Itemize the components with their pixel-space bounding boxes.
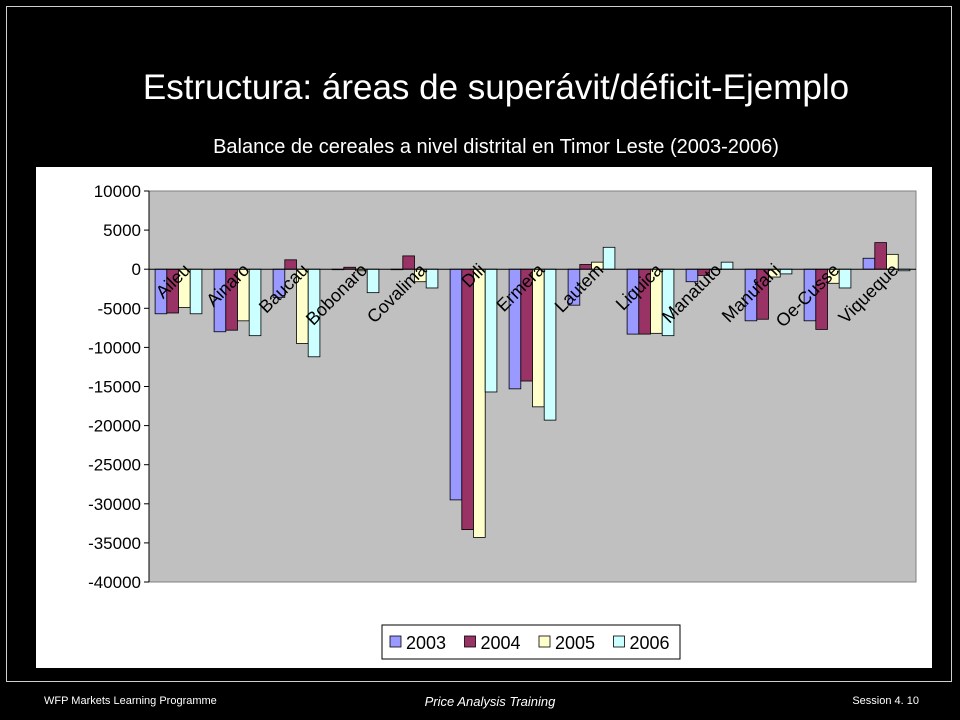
- y-tick-label: -25000: [88, 456, 141, 475]
- bar-dili-2006: [484, 268, 498, 393]
- legend-swatch-2004: [464, 635, 476, 648]
- y-tick-label: 5000: [103, 221, 141, 240]
- y-tick-label: -40000: [88, 573, 141, 592]
- legend-swatch-2005: [538, 635, 551, 648]
- legend-swatch-2003: [389, 635, 402, 648]
- bar-lautem-2006: [602, 246, 616, 270]
- y-tick-label: -10000: [88, 338, 141, 357]
- y-tick-label: -35000: [88, 534, 141, 553]
- legend-label-2006: 2006: [630, 633, 670, 653]
- footer-programme: WFP Markets Learning Programme: [44, 695, 217, 707]
- legend-label-2004: 2004: [481, 633, 521, 653]
- footer-session: Session 4. 10: [852, 695, 919, 707]
- slide-title: Estructura: áreas de superávit/déficit-E…: [142, 68, 850, 107]
- bar-manatuto-2006: [720, 261, 734, 270]
- chart-title: Balance de cereales a nivel distrital en…: [213, 136, 779, 158]
- bar-dili-2003: [449, 268, 463, 501]
- bar-ermera-2006: [543, 268, 557, 421]
- y-tick-label: 10000: [94, 182, 141, 201]
- chart-area: 10000 5000 0 -5000 -10000 -15000 -20000 -25000 -…: [36, 167, 932, 668]
- y-tick-label: -15000: [88, 378, 141, 397]
- slide-frame: [6, 6, 952, 682]
- bar-chart: 10000 5000 0 -5000 -10000 -15000 -20000 -25000 -…: [88, 182, 917, 660]
- y-axis: 10000 5000 0 -5000 -10000 -15000 -20000 -25000 -…: [88, 182, 916, 592]
- bar-dili-2004: [461, 268, 474, 531]
- legend-box: [381, 624, 681, 660]
- plot-area: [148, 190, 917, 583]
- y-tick-label: 0: [132, 260, 141, 279]
- y-tick-label: -5000: [98, 299, 141, 318]
- bar-layer: [154, 242, 911, 538]
- y-tick-label: -30000: [88, 495, 141, 514]
- legend: 2003 2004 2005 2006: [381, 624, 681, 660]
- bar-dili-2005: [473, 268, 486, 538]
- legend-label-2005: 2005: [555, 633, 595, 653]
- legend-swatch-2006: [613, 635, 625, 648]
- bar-ermera-2005: [532, 268, 545, 408]
- footer-course: Price Analysis Training: [424, 694, 556, 709]
- y-tick-label: -20000: [88, 417, 141, 436]
- legend-label-2003: 2003: [406, 633, 446, 653]
- bar-viqueque-2003: [862, 257, 876, 270]
